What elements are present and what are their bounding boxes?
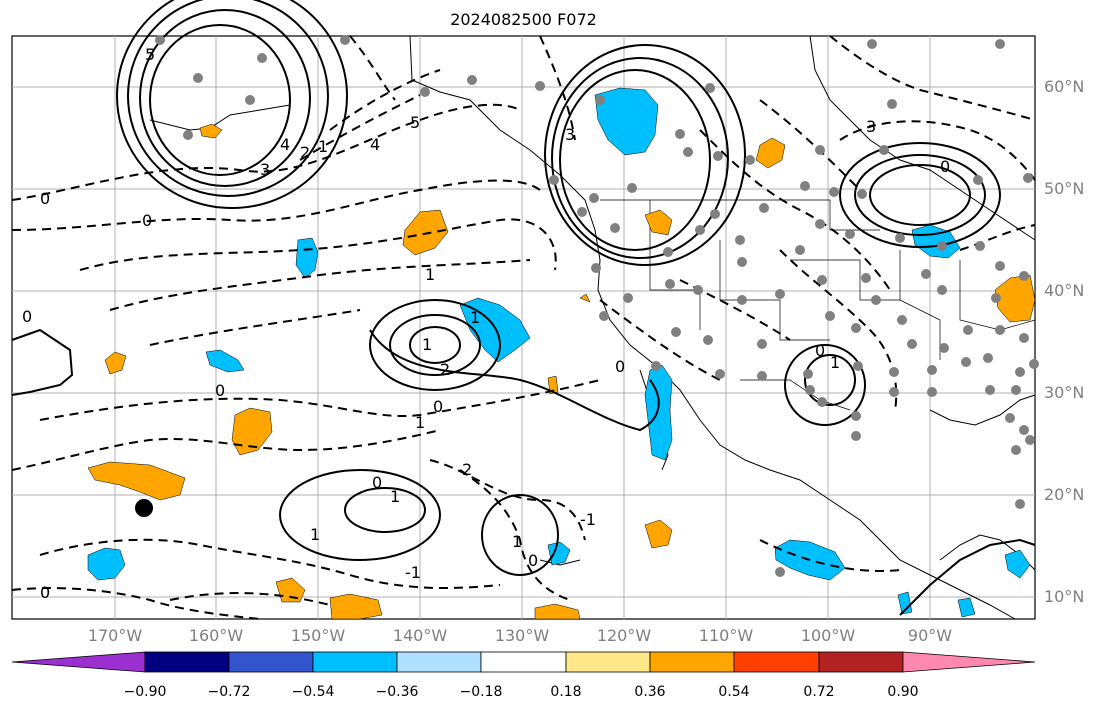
lon-label: 90°W [907, 626, 953, 645]
colorbar-tick-label: 0.72 [803, 684, 835, 700]
contour-label: 3 [866, 117, 876, 136]
contour-label: 1 [390, 487, 400, 506]
contour-label: 4 [280, 135, 290, 154]
lon-label: 160°W [188, 626, 244, 645]
colorbar-tick-label: 0.54 [718, 684, 750, 700]
colorbar-segment [396, 651, 482, 673]
contour-label: 1 [425, 265, 435, 284]
colorbar-segment [818, 651, 904, 673]
colorbar [11, 651, 1036, 673]
colorbar-segment [228, 651, 314, 673]
colorbar-tick-label: −0.72 [207, 684, 251, 700]
graticule [12, 36, 1035, 619]
colorbar-tick-label: −0.90 [123, 684, 167, 700]
colorbar-tick-label: 0.18 [550, 684, 582, 700]
contour-label: 5 [145, 45, 155, 64]
positive-anomaly-regions [87, 123, 1036, 620]
lon-label: 170°W [87, 626, 143, 645]
contour-label: 0 [433, 397, 443, 416]
lon-label: 150°W [290, 626, 346, 645]
chart-title: 2024082500 F072 [450, 10, 597, 29]
contour-label: 1 [318, 137, 328, 156]
colorbar-segment [312, 651, 398, 673]
contour-label: 0 [215, 381, 225, 400]
contour-label: 5 [410, 113, 420, 132]
contour-label: 0 [940, 157, 950, 176]
solid-contours [11, 0, 1036, 616]
contour-label: 0 [815, 341, 825, 360]
colorbar-tick-label: 0.90 [887, 684, 919, 700]
colorbar-tick-label: −0.54 [291, 684, 335, 700]
contour-label: 4 [370, 135, 380, 154]
colorbar-segment [565, 651, 651, 673]
contour-label: 1 [422, 335, 432, 354]
contour-label: 0 [22, 307, 32, 326]
contour-label: -1 [405, 563, 421, 582]
colorbar-tick-label: 0.36 [634, 684, 666, 700]
colorbar-tick-label: −0.18 [459, 684, 503, 700]
contour-label: 0 [615, 357, 625, 376]
negative-anomaly-regions [87, 87, 1031, 618]
lat-label: 50°N [1044, 179, 1085, 198]
contour-label: 0 [372, 473, 382, 492]
colorbar-segment [11, 651, 146, 673]
contour-label: 3 [565, 125, 575, 144]
station-markers [155, 35, 1039, 577]
lon-label: 140°W [392, 626, 448, 645]
lat-label: 10°N [1044, 587, 1085, 606]
contour-label: 0 [142, 211, 152, 230]
contour-label: 0 [528, 551, 538, 570]
contour-label: 2 [440, 360, 450, 379]
colorbar-segment [649, 651, 735, 673]
contour-label: 1 [512, 532, 522, 551]
contour-label: 1 [470, 308, 480, 327]
location-marker [135, 499, 153, 517]
contour-label: 1 [830, 353, 840, 372]
contour-label: 1 [415, 413, 425, 432]
lon-label: 120°W [596, 626, 652, 645]
lat-label: 30°N [1044, 383, 1085, 402]
contour-labels: 5 4 3 2 1 0 0 0 1 1 2 1 0 1 0 1 0 1 2 3 … [22, 45, 950, 602]
lon-label: 100°W [800, 626, 856, 645]
contour-label: 0 [40, 189, 50, 208]
contour-label: 3 [260, 160, 270, 179]
colorbar-segment [902, 651, 1036, 673]
contour-label: 2 [300, 143, 310, 162]
dashed-contours [11, 35, 1036, 620]
colorbar-segment [480, 651, 567, 673]
contour-label: 2 [462, 460, 472, 479]
lon-label: 130°W [494, 626, 550, 645]
colorbar-segment [144, 651, 230, 673]
lat-label: 20°N [1044, 485, 1085, 504]
colorbar-tick-label: −0.36 [375, 684, 419, 700]
colorbar-segment [733, 651, 820, 673]
lat-label: 40°N [1044, 281, 1085, 300]
lat-label: 60°N [1044, 77, 1085, 96]
contour-label: -1 [580, 510, 596, 529]
contour-label: 1 [310, 525, 320, 544]
contour-label: 0 [40, 583, 50, 602]
lon-label: 110°W [698, 626, 754, 645]
